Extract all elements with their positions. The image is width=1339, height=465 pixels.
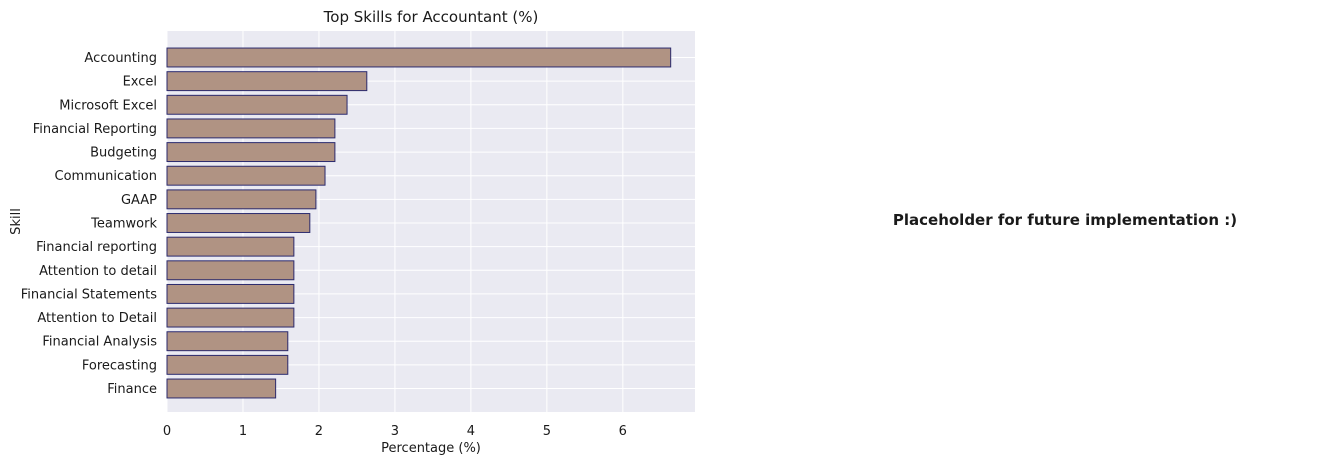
y-tick-label: Accounting bbox=[84, 51, 157, 66]
bar bbox=[166, 71, 368, 92]
y-tick-label: Forecasting bbox=[82, 358, 157, 373]
bar bbox=[166, 189, 317, 210]
x-tick-label: 1 bbox=[239, 424, 247, 439]
x-tick-label: 3 bbox=[391, 424, 399, 439]
y-tick-labels: Accounting Excel Microsoft Excel Financial … bbox=[21, 51, 158, 397]
y-tick-label: Financial Analysis bbox=[42, 335, 157, 350]
y-tick-label: Budgeting bbox=[90, 146, 157, 161]
bars bbox=[166, 47, 672, 399]
bar bbox=[166, 142, 336, 163]
bar bbox=[166, 236, 295, 257]
bar bbox=[166, 165, 326, 186]
y-tick-label: Microsoft Excel bbox=[59, 98, 157, 113]
x-tick-labels: 0 1 2 3 4 5 6 bbox=[163, 424, 627, 439]
chart-title: Top Skills for Accountant (%) bbox=[323, 8, 539, 26]
bar bbox=[166, 283, 295, 304]
y-tick-label: Communication bbox=[55, 169, 157, 184]
bar bbox=[166, 307, 295, 328]
y-axis-title: Skill bbox=[9, 208, 24, 235]
bar bbox=[166, 213, 311, 233]
x-axis-title: Percentage (%) bbox=[381, 441, 481, 456]
bar bbox=[166, 94, 348, 115]
y-tick-label: Financial Statements bbox=[21, 287, 157, 302]
bar bbox=[166, 331, 289, 352]
placeholder-text: Placeholder for future implementation :) bbox=[892, 211, 1238, 229]
bar bbox=[166, 354, 289, 375]
y-tick-label: Attention to Detail bbox=[37, 311, 157, 326]
y-tick-label: Excel bbox=[123, 75, 157, 90]
bar bbox=[166, 260, 295, 281]
y-tick-label: Teamwork bbox=[90, 217, 157, 232]
x-tick-label: 6 bbox=[619, 424, 627, 439]
x-tick-label: 0 bbox=[163, 424, 171, 439]
y-tick-label: Finance bbox=[107, 382, 157, 397]
y-tick-label: Attention to detail bbox=[39, 264, 157, 279]
bar bbox=[166, 47, 672, 68]
x-tick-label: 4 bbox=[467, 424, 475, 439]
y-tick-label: Financial Reporting bbox=[33, 122, 157, 137]
x-tick-label: 2 bbox=[315, 424, 323, 439]
bar bbox=[166, 118, 336, 139]
y-tick-label: Financial reporting bbox=[36, 240, 157, 255]
x-tick-label: 5 bbox=[543, 424, 551, 439]
y-tick-label: GAAP bbox=[121, 193, 157, 208]
bar bbox=[166, 378, 277, 399]
